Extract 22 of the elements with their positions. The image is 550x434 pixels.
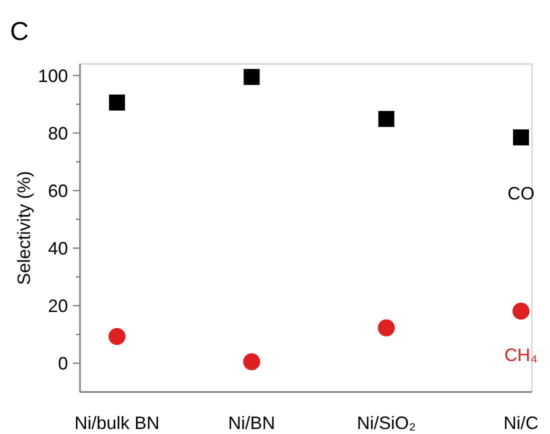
y-axis-title: Selectivity (%) (14, 170, 34, 286)
point (378, 110, 394, 127)
point (108, 328, 126, 345)
point (513, 129, 529, 146)
x-tick-label: Ni/BN (228, 413, 276, 433)
point (512, 302, 530, 320)
y-tick-label: 0 (58, 354, 68, 374)
y-tick-label: 40 (48, 238, 68, 258)
x-tick-label: Ni/C (504, 413, 538, 433)
point (378, 319, 395, 336)
y-tick-label: 20 (48, 296, 68, 316)
x-tick-label: Ni/SiO₂ (356, 413, 416, 433)
point (244, 68, 260, 85)
text: C (10, 16, 29, 46)
y-tick-label: 100 (38, 66, 68, 86)
point (109, 94, 125, 111)
y-tick-label: 60 (48, 180, 68, 201)
series-label: CH₄ (504, 345, 538, 366)
y-tick-label: 80 (48, 123, 68, 144)
point (243, 353, 260, 370)
text: CO (508, 183, 534, 204)
x-tick-label: Ni/bulk BN (74, 413, 160, 433)
